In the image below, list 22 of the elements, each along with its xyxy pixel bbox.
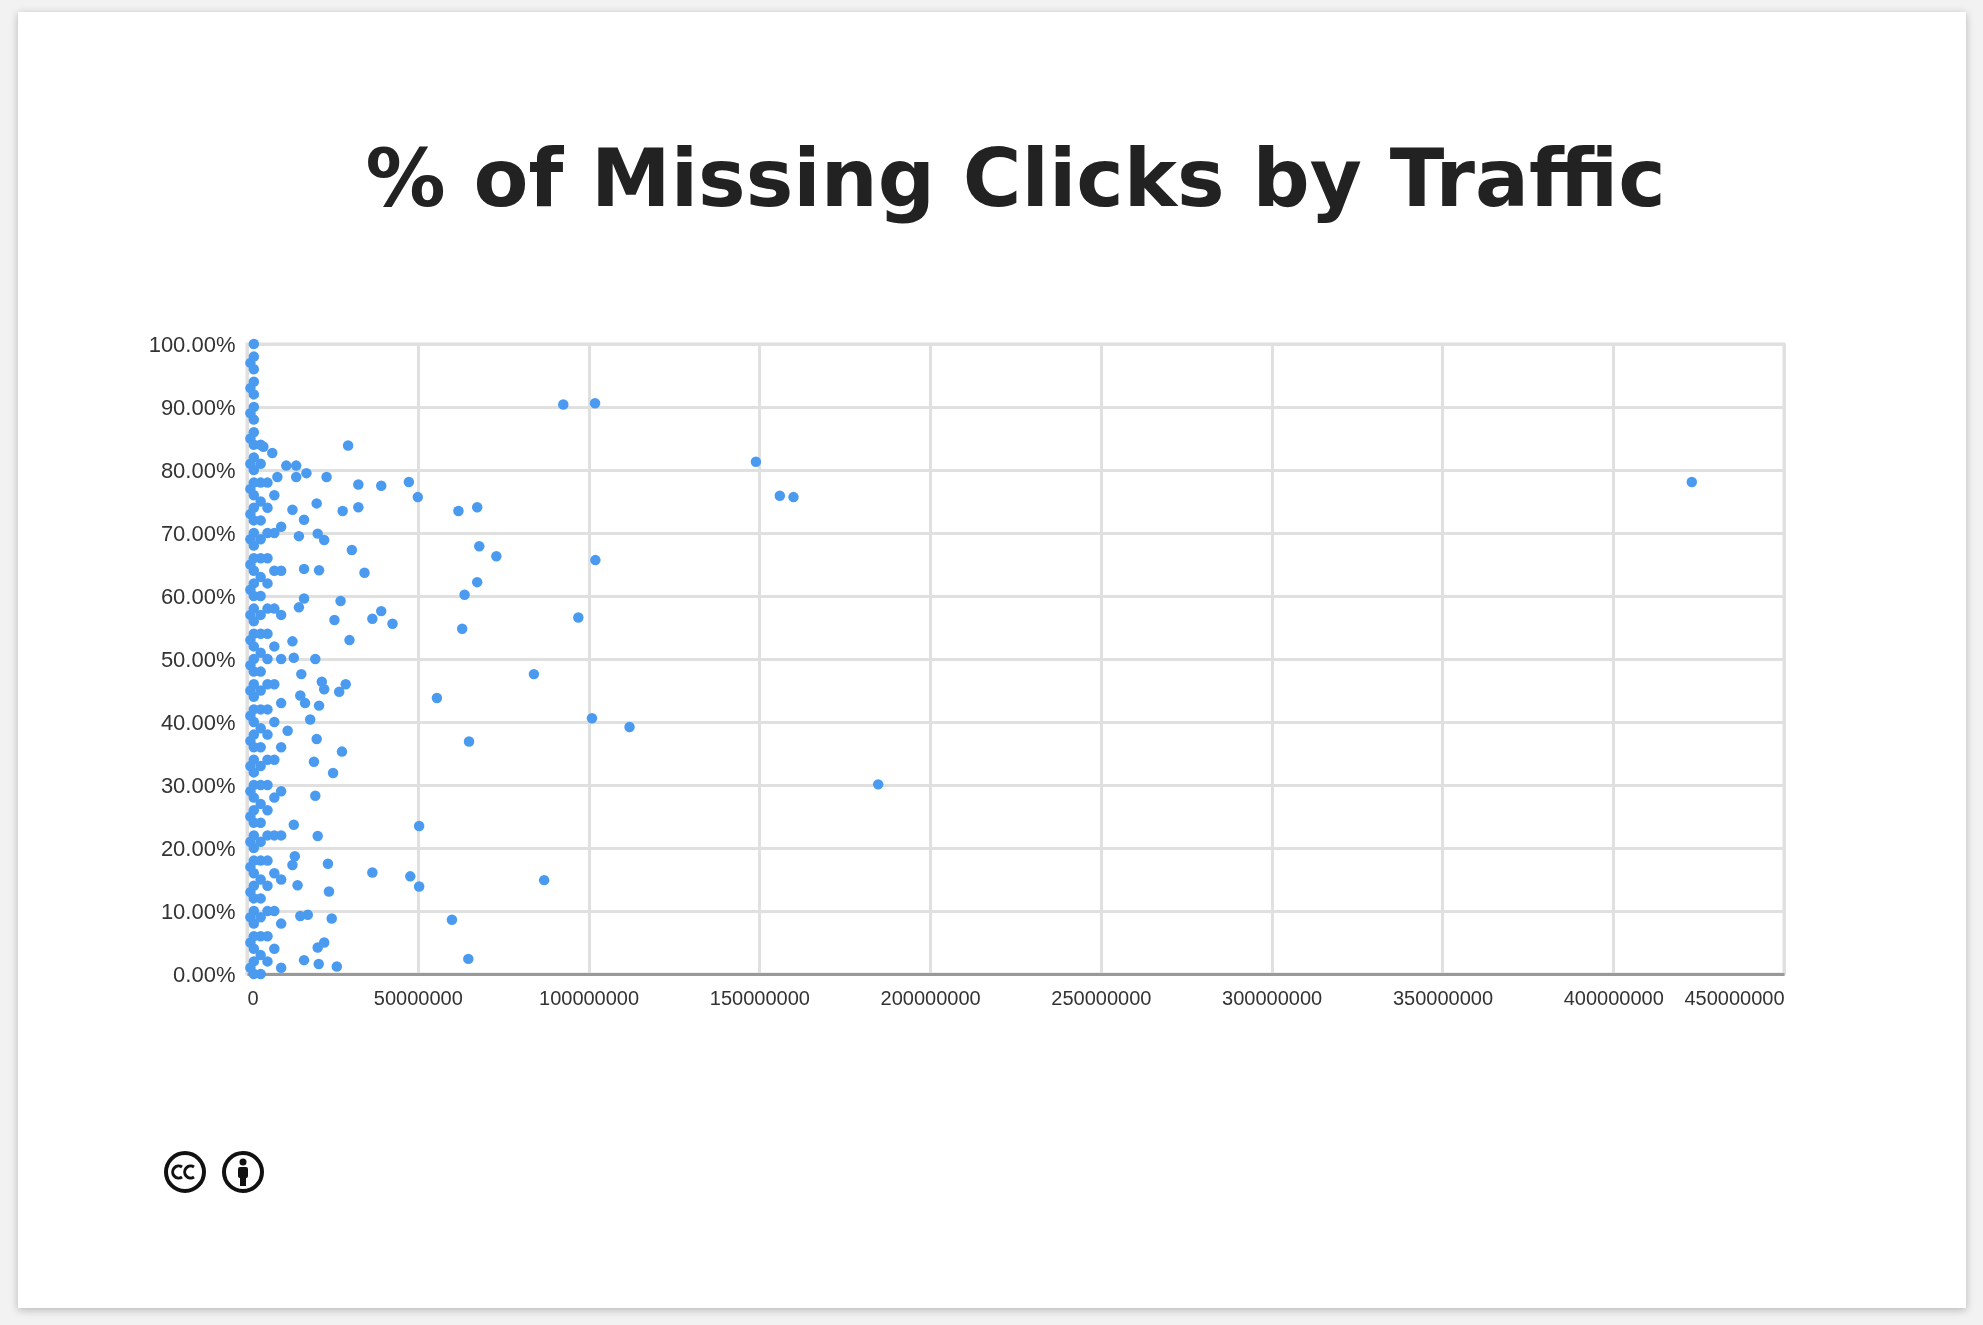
x-tick-label: 0 (247, 986, 259, 1009)
y-tick-label: 70.00% (160, 520, 236, 546)
y-tick-label: 0.00% (173, 961, 236, 987)
x-tick-label: 250000000 (1051, 986, 1152, 1009)
x-tick-label: 50000000 (373, 986, 463, 1009)
x-tick-label: 100000000 (539, 986, 640, 1009)
y-tick-label: 50.00% (160, 646, 236, 672)
x-tick-label: 350000000 (1392, 986, 1493, 1009)
x-tick-label: 450000000 (1684, 986, 1785, 1009)
chart-title: % of Missing Clicks by Traffic (365, 132, 1666, 225)
y-tick-label: 40.00% (160, 709, 236, 735)
y-tick-label: 10.00% (160, 898, 236, 924)
y-tick-label: 20.00% (160, 835, 236, 861)
y-tick-label: 60.00% (160, 583, 236, 609)
y-tick-label: 90.00% (160, 394, 236, 420)
x-tick-label: 150000000 (709, 986, 810, 1009)
y-tick-label: 80.00% (160, 457, 236, 483)
y-tick-label: 100.00% (148, 331, 236, 357)
y-tick-label: 30.00% (160, 772, 236, 798)
x-tick-label: 200000000 (880, 986, 981, 1009)
x-tick-label: 300000000 (1222, 986, 1323, 1009)
x-tick-label: 400000000 (1563, 986, 1664, 1009)
